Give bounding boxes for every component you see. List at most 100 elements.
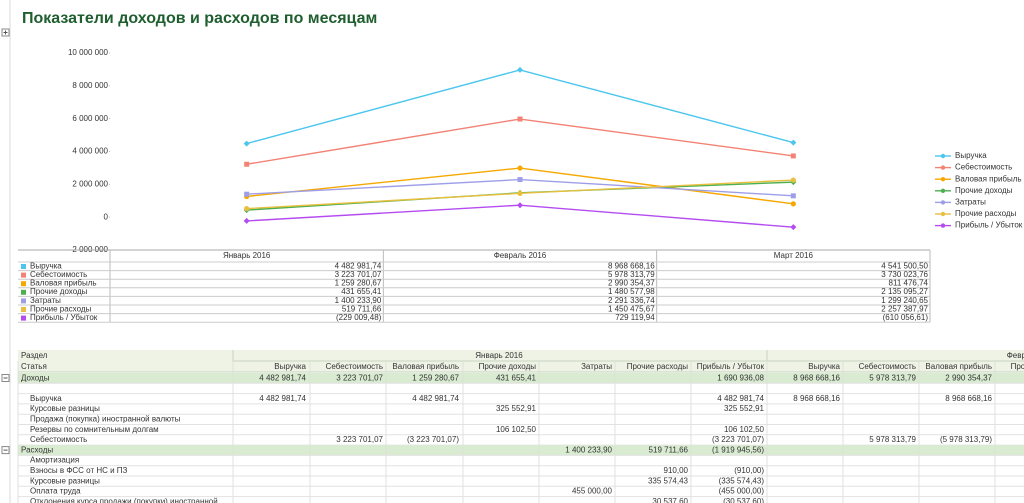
cell: 30 537,60 xyxy=(652,497,688,503)
legend-label: Прибыль / Убыток xyxy=(955,221,1023,230)
legend-marker xyxy=(940,165,946,170)
value-label: 2 257 387,97 xyxy=(881,304,928,313)
cell: 5 978 313,79 xyxy=(869,435,916,444)
row-label: Курсовые разницы xyxy=(30,404,100,413)
legend-marker xyxy=(940,223,946,228)
row-label: Курсовые разницы xyxy=(30,476,100,485)
group-row-bg xyxy=(18,373,1024,384)
cell: 431 655,41 xyxy=(496,373,537,382)
legend-label: Себестоимость xyxy=(955,163,1012,172)
x-tick-label: Март 2016 xyxy=(774,251,814,260)
legend-swatch xyxy=(21,281,26,287)
marker xyxy=(244,206,250,212)
y-tick-label: 6 000 000 xyxy=(72,114,108,123)
column-label: Затраты xyxy=(581,362,612,371)
cell: 8 968 668,16 xyxy=(793,373,840,382)
cell: 325 552,91 xyxy=(724,404,765,413)
value-label: (610 056,61) xyxy=(883,313,929,322)
marker xyxy=(790,153,796,159)
legend-label: Валовая прибыль xyxy=(955,174,1022,183)
cell: (5 978 313,79) xyxy=(940,435,992,444)
cell: 4 482 981,74 xyxy=(259,394,306,403)
cell: 910,00 xyxy=(664,466,689,475)
value-label: 3 730 023,76 xyxy=(881,270,928,279)
legend-swatch xyxy=(21,264,26,269)
legend-swatch xyxy=(21,289,26,295)
cell: 335 574,43 xyxy=(648,476,689,485)
row-label: Доходы xyxy=(21,373,50,382)
cell: (30 537,60) xyxy=(723,497,764,503)
period-label: Январь 2016 xyxy=(475,351,523,360)
value-label: 8 968 668,16 xyxy=(608,261,655,270)
row-label: Выручка xyxy=(30,261,62,270)
column-label: Выручка xyxy=(274,362,306,371)
cell: (3 223 701,07) xyxy=(712,435,764,444)
legend-label: Прочие расходы xyxy=(955,209,1017,218)
value-label: 1 259 280,67 xyxy=(335,279,382,288)
section-label: Раздел xyxy=(21,351,48,360)
value-label: 2 135 095,27 xyxy=(881,287,928,296)
cell: 519 711,66 xyxy=(649,445,689,454)
value-label: 2 990 354,37 xyxy=(608,279,655,288)
cell: (910,00) xyxy=(734,466,764,475)
column-label: Выручка xyxy=(808,362,840,371)
cell: 8 968 668,16 xyxy=(793,394,840,403)
item-label: Статья xyxy=(21,362,47,371)
row-label: Прочие доходы xyxy=(30,287,88,296)
row-label: Оплата труда xyxy=(30,487,81,496)
row-label: Затраты xyxy=(30,296,61,305)
row-label: Взносы в ФСС от НС и ПЗ xyxy=(30,466,128,475)
row-label: Отклонения курса продажи (покупки) иност… xyxy=(30,497,218,503)
value-label: 3 223 701,07 xyxy=(335,270,382,279)
marker xyxy=(517,165,523,171)
y-tick-label: 8 000 000 xyxy=(72,81,108,90)
row-label: Прибыль / Убыток xyxy=(30,313,98,322)
cell: 106 102,50 xyxy=(496,425,537,434)
row-label: Резервы по сомнительным долгам xyxy=(30,425,159,434)
x-tick-label: Январь 2016 xyxy=(223,251,271,260)
cell: 325 552,91 xyxy=(496,404,537,413)
cell: 4 482 981,74 xyxy=(717,394,764,403)
series-line xyxy=(246,69,794,145)
report-table: Раздел Статья Январь 2016 Февраль 2016 Выруч… xyxy=(1,350,1024,503)
column-label: Себестоимость xyxy=(859,362,916,371)
cell: 4 482 981,74 xyxy=(259,373,306,382)
cell: 106 102,50 xyxy=(724,425,765,434)
series-line xyxy=(246,118,794,165)
y-tick-label: 4 000 000 xyxy=(72,147,108,156)
legend-swatch xyxy=(21,307,26,312)
marker xyxy=(243,217,250,224)
page-title: Показатели доходов и расходов по месяцам xyxy=(22,10,377,27)
marker xyxy=(790,177,796,183)
legend-label: Выручка xyxy=(955,151,987,160)
column-label: Валовая прибыль xyxy=(392,362,459,371)
marker xyxy=(517,202,523,209)
cell: 3 223 701,07 xyxy=(336,435,383,444)
marker xyxy=(790,193,796,199)
legend-label: Затраты xyxy=(955,198,986,207)
column-label: Прочие доходы xyxy=(479,362,537,371)
value-label: 1 400 233,90 xyxy=(335,296,382,305)
row-label: Валовая прибыль xyxy=(30,279,97,288)
value-label: 4 541 500,50 xyxy=(881,261,928,270)
legend-swatch xyxy=(21,298,26,304)
value-label: 2 291 336,74 xyxy=(608,296,655,305)
row-label: Расходы xyxy=(21,445,53,454)
row-label: Прочие расходы xyxy=(30,304,92,313)
column-label: Прочие расходы xyxy=(627,362,689,371)
column-label: Прибыль / Убыток xyxy=(697,362,765,371)
value-label: (229 009,48) xyxy=(336,313,382,322)
series-line xyxy=(246,204,794,228)
cell: 8 968 668,16 xyxy=(945,394,992,403)
legend-marker xyxy=(940,200,946,205)
cell: 3 223 701,07 xyxy=(336,373,383,382)
row-label: Себестоимость xyxy=(30,270,87,279)
value-label: 4 482 981,74 xyxy=(335,261,382,270)
marker xyxy=(243,140,250,147)
cell: (335 574,43) xyxy=(719,476,765,485)
marker xyxy=(517,116,523,122)
marker xyxy=(790,139,797,146)
cell: 1 259 280,67 xyxy=(412,373,459,382)
